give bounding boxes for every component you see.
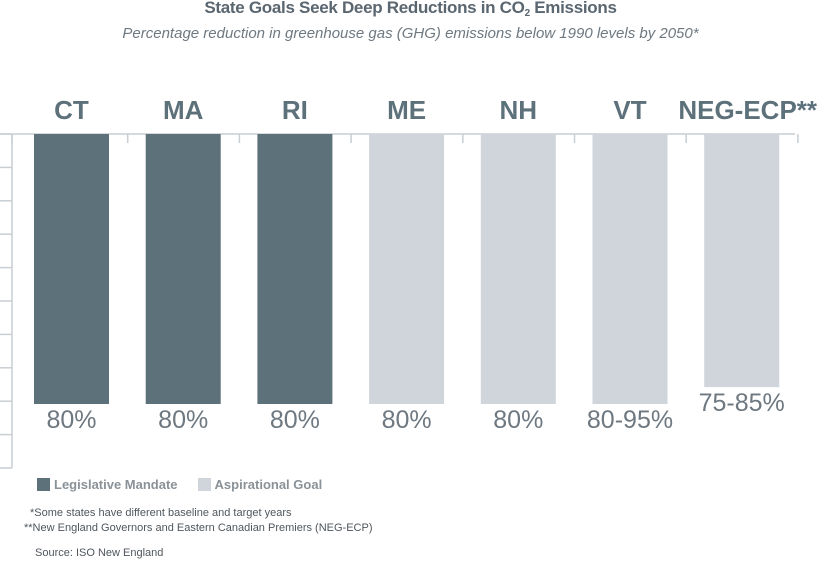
legend-swatch-aspirational (197, 478, 211, 491)
footnote-neg-ecp: **New England Governors and Eastern Cana… (24, 522, 373, 534)
category-label: ME (387, 95, 426, 125)
legend-label-mandate: Legislative Mandate (54, 477, 178, 492)
value-label: 80-95% (587, 406, 673, 434)
bar-chart: CT 80% MA 80% RI 80% ME 80% NH 80% VT 80-95% NEG-ECP… (0, 95, 818, 469)
legend-item-mandate: Legislative Mandate (37, 477, 178, 492)
chart-title: State Goals Seek Deep Reductions in CO2 … (0, 0, 821, 19)
value-label: 75-85% (699, 389, 785, 417)
category-label: RI (282, 95, 308, 125)
legend-item-aspirational: Aspirational Goal (197, 477, 323, 492)
title-suffix: Emissions (529, 0, 617, 17)
bar-me (369, 134, 445, 404)
category-label: NEG-ECP** (678, 95, 818, 125)
category-label: VT (613, 95, 646, 125)
source-note: Source: ISO New England (35, 547, 164, 559)
bar-ct (34, 134, 109, 404)
bar-ma (145, 134, 221, 404)
value-label: 80% (46, 406, 96, 434)
footnote-baseline: *Some states have different baseline and… (30, 507, 292, 519)
category-label: NH (500, 95, 538, 125)
value-label: 80% (382, 406, 432, 434)
bar-ri (257, 134, 333, 404)
value-label: 80% (158, 406, 208, 434)
legend-label-aspirational: Aspirational Goal (214, 477, 323, 492)
value-label: 80% (270, 406, 320, 434)
chart-legend: Legislative Mandate Aspirational Goal (37, 477, 342, 492)
category-label: MA (163, 95, 204, 125)
title-prefix: State Goals Seek Deep Reductions in CO (204, 0, 525, 17)
title-subscript: 2 (524, 8, 531, 19)
value-label: 80% (493, 406, 543, 434)
bar-vt (592, 134, 668, 404)
bar-nh (480, 134, 556, 404)
bar-negecp (704, 134, 780, 388)
category-label: CT (54, 95, 89, 125)
chart-subtitle: Percentage reduction in greenhouse gas (… (122, 25, 699, 42)
legend-swatch-mandate (37, 478, 50, 491)
